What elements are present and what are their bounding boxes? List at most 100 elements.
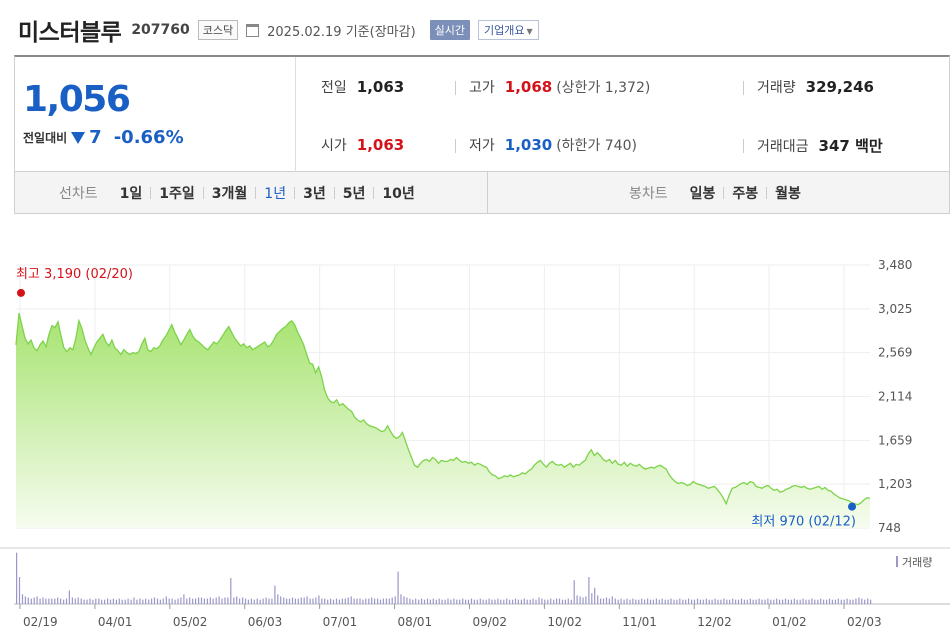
volume-bar — [68, 590, 70, 604]
volume-bar — [130, 599, 132, 604]
volume-bar — [743, 599, 745, 604]
volume-bar — [209, 597, 211, 604]
volume-bar — [244, 598, 247, 604]
volume-bar — [523, 598, 525, 604]
volume-bar — [86, 599, 88, 604]
volume-bar — [63, 599, 65, 604]
period-3m[interactable]: 3개월 — [211, 185, 248, 202]
realtime-button[interactable]: 실시간 — [429, 20, 471, 40]
period-1y[interactable]: 1년 — [264, 185, 287, 202]
candle-monthly[interactable]: 월봉 — [775, 185, 801, 202]
volume-bar — [247, 599, 249, 604]
volume-bar — [605, 597, 608, 604]
volume-bar — [691, 599, 693, 604]
max-price-marker — [17, 288, 25, 297]
volume-bar — [359, 598, 361, 604]
volume-bar — [802, 598, 804, 604]
volume-bar — [388, 598, 390, 604]
y-tick-label: 3,480 — [878, 258, 912, 272]
volume-bar — [353, 598, 355, 604]
volume-bar — [60, 598, 62, 604]
volume-bar — [303, 597, 305, 604]
candle-daily[interactable]: 일봉 — [689, 185, 716, 202]
volume-bar — [506, 598, 508, 604]
volume-bar — [517, 599, 519, 604]
volume-bar — [92, 599, 94, 604]
volume-bar — [362, 599, 364, 604]
volume-bar — [688, 598, 690, 604]
volume-bar — [347, 597, 349, 604]
volume-bar — [450, 599, 452, 604]
volume-bar — [274, 585, 276, 604]
period-3y[interactable]: 3년 — [303, 185, 326, 202]
volume-bar — [676, 599, 678, 604]
volume-bar — [18, 577, 21, 604]
volume-bar — [309, 598, 311, 604]
volume-bar — [576, 595, 578, 604]
volume-bar — [611, 596, 613, 604]
volume-bar — [594, 587, 596, 604]
chart-annotations: 최고 3,190 (02/20) 최저 970 (02/12) 거래량 — [16, 267, 932, 569]
divider — [487, 172, 488, 213]
volume-bar — [723, 598, 725, 604]
x-tick-label: 02/03 — [847, 615, 882, 629]
volume-bar — [602, 598, 605, 604]
volume-bar — [230, 578, 232, 604]
volume-bar — [48, 598, 50, 604]
volume-bar — [793, 598, 795, 604]
volume-bar — [782, 599, 784, 604]
volume-bar — [341, 598, 343, 604]
volume-bar — [729, 599, 731, 604]
period-1d[interactable]: 1일 — [119, 185, 143, 202]
candle-chart-periods: 봉차트 일봉 주봉 월봉 — [629, 172, 809, 213]
volume-bar — [608, 598, 610, 604]
x-tick-label: 10/02 — [547, 615, 582, 629]
price-line — [15, 312, 871, 506]
volume-bar — [585, 596, 587, 604]
volume-bar — [682, 599, 684, 604]
period-1w[interactable]: 1주일 — [159, 185, 195, 202]
volume-bar — [661, 598, 663, 604]
candle-weekly[interactable]: 주봉 — [732, 185, 759, 202]
volume-bar — [623, 599, 625, 604]
volume-bar — [591, 593, 593, 604]
period-10y[interactable]: 10년 — [382, 185, 415, 202]
volume-bar — [758, 598, 760, 604]
volume-bar — [755, 599, 757, 604]
volume-bar — [265, 597, 267, 604]
current-price-panel: 1,056 전일대비 7 -0.66% — [15, 57, 296, 172]
volume-bar — [421, 598, 423, 604]
volume-bar — [467, 599, 470, 604]
volume-bar — [867, 598, 869, 604]
volume-bar — [453, 598, 455, 604]
volume-bar — [192, 598, 194, 604]
volume: 거래량 329,246 — [757, 77, 874, 97]
volume-bar — [45, 598, 47, 604]
volume-bar — [39, 598, 41, 604]
high-value: 1,068 — [504, 78, 553, 96]
volume-bar — [831, 599, 833, 604]
volume-bar — [112, 598, 114, 604]
volume-bar — [77, 597, 79, 604]
company-overview-dropdown[interactable]: 기업개요 ▼ — [478, 20, 539, 40]
volume-bar — [870, 599, 872, 604]
volume-bar — [283, 597, 285, 604]
trade-value-label: 거래대금 — [757, 139, 809, 155]
period-5y[interactable]: 5년 — [342, 185, 366, 202]
volume-bar — [808, 599, 810, 604]
volume-bar — [139, 598, 141, 604]
volume-bar — [239, 598, 241, 604]
volume-bar — [512, 599, 514, 604]
volume-bar — [509, 599, 511, 604]
volume-bar — [444, 599, 446, 604]
volume-value: 329,246 — [805, 78, 874, 96]
x-tick-label: 05/02 — [173, 615, 208, 629]
y-axis-labels: 3,480 3,025 2,569 2,114 1,659 1,203 748 — [878, 258, 912, 535]
volume-bar — [500, 599, 502, 604]
volume-bar — [321, 598, 323, 604]
divider — [723, 186, 725, 199]
volume-bar — [107, 598, 109, 604]
volume-bar — [529, 599, 531, 604]
volume-bar — [268, 598, 270, 604]
volume-bar — [667, 599, 669, 604]
